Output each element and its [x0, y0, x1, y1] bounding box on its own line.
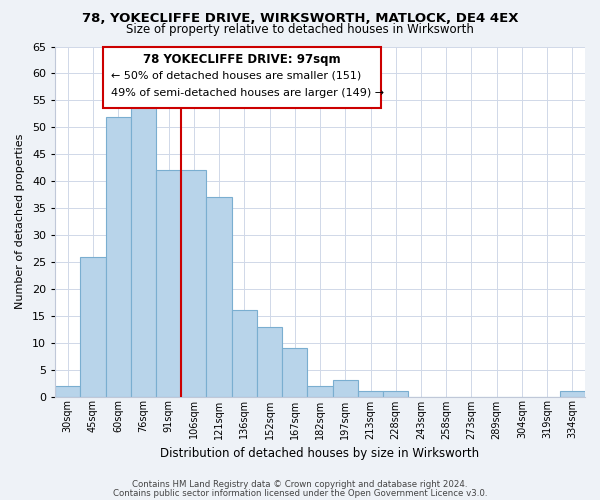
- Bar: [181, 170, 206, 396]
- Text: 49% of semi-detached houses are larger (149) →: 49% of semi-detached houses are larger (…: [111, 88, 384, 98]
- Bar: [232, 310, 257, 396]
- Bar: [358, 391, 383, 396]
- Bar: [383, 391, 409, 396]
- Bar: [257, 326, 282, 396]
- Bar: [156, 170, 181, 396]
- Text: Size of property relative to detached houses in Wirksworth: Size of property relative to detached ho…: [126, 22, 474, 36]
- Bar: [282, 348, 307, 397]
- Bar: [106, 116, 131, 396]
- X-axis label: Distribution of detached houses by size in Wirksworth: Distribution of detached houses by size …: [160, 447, 479, 460]
- Text: 78, YOKECLIFFE DRIVE, WIRKSWORTH, MATLOCK, DE4 4EX: 78, YOKECLIFFE DRIVE, WIRKSWORTH, MATLOC…: [82, 12, 518, 26]
- Bar: [206, 198, 232, 396]
- Text: 78 YOKECLIFFE DRIVE: 97sqm: 78 YOKECLIFFE DRIVE: 97sqm: [143, 53, 341, 66]
- Bar: [332, 380, 358, 396]
- Bar: [80, 256, 106, 396]
- Y-axis label: Number of detached properties: Number of detached properties: [15, 134, 25, 309]
- Bar: [307, 386, 332, 396]
- Text: Contains HM Land Registry data © Crown copyright and database right 2024.: Contains HM Land Registry data © Crown c…: [132, 480, 468, 489]
- Bar: [131, 106, 156, 397]
- Text: Contains public sector information licensed under the Open Government Licence v3: Contains public sector information licen…: [113, 488, 487, 498]
- Bar: [560, 391, 585, 396]
- Text: ← 50% of detached houses are smaller (151): ← 50% of detached houses are smaller (15…: [111, 70, 361, 81]
- Bar: [55, 386, 80, 396]
- FancyBboxPatch shape: [103, 46, 381, 108]
